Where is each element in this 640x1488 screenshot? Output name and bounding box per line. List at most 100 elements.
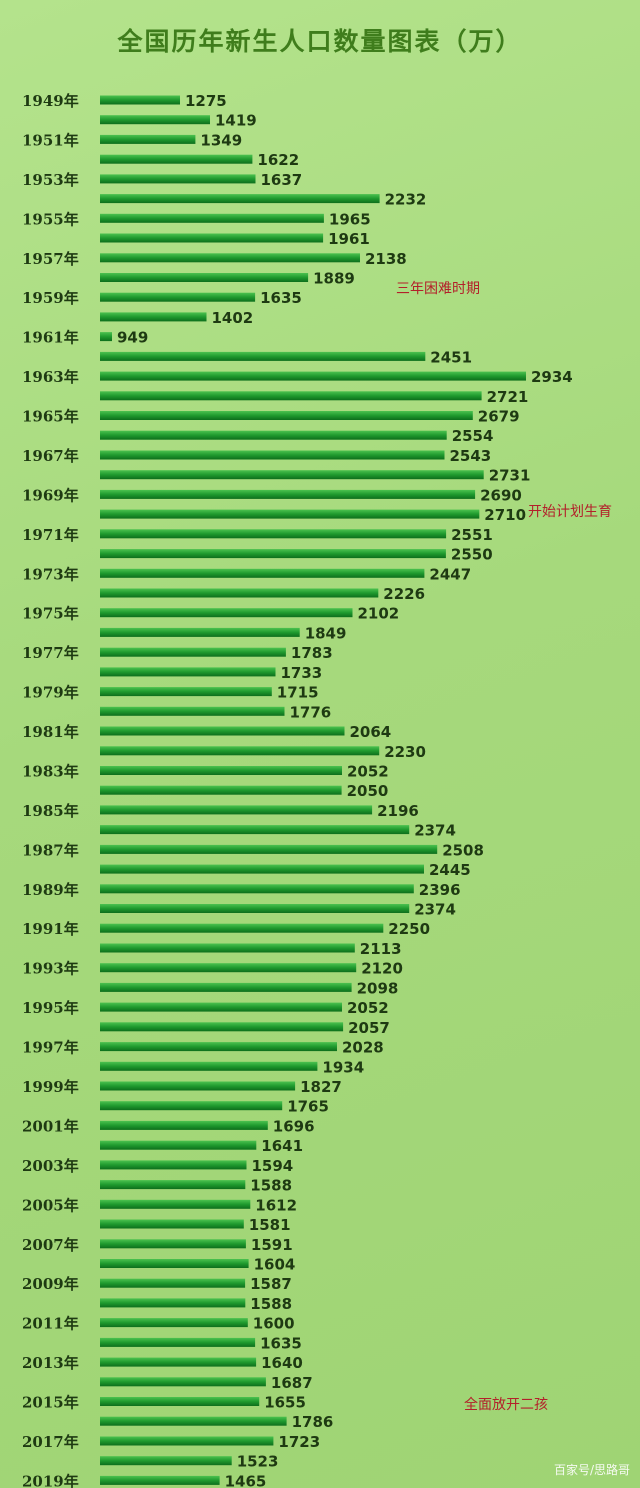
bar-1961年	[100, 332, 112, 342]
value-label-1950年: 1419	[215, 112, 257, 130]
value-label-2014年: 1687	[271, 1374, 313, 1392]
value-label-2018年: 1523	[237, 1453, 279, 1471]
value-label-1981年: 2064	[350, 723, 392, 741]
category-label-2009年: 2009年	[22, 1275, 79, 1293]
value-label-2003年: 1594	[252, 1157, 294, 1175]
value-label-1999年: 1827	[300, 1078, 342, 1096]
bar-1960年	[100, 312, 207, 322]
bar-1969年	[100, 489, 476, 499]
value-label-1982年: 2230	[384, 743, 426, 761]
value-label-1987年: 2508	[442, 841, 484, 859]
value-label-1964年: 2721	[487, 388, 529, 406]
value-label-1994年: 2098	[357, 979, 399, 997]
value-label-1973年: 2447	[429, 565, 471, 583]
bar-1962年	[100, 351, 426, 361]
value-label-1974年: 2226	[383, 585, 425, 603]
bar-1981年	[100, 726, 345, 736]
bar-1967年	[100, 450, 445, 460]
category-label-1961年: 1961年	[22, 329, 79, 347]
category-label-1949年: 1949年	[22, 92, 79, 110]
category-label-1989年: 1989年	[22, 881, 79, 899]
bar-1951年	[100, 134, 196, 144]
bar-1975年	[100, 608, 353, 618]
bar-2003年	[100, 1160, 247, 1170]
bar-1978年	[100, 667, 276, 677]
bar-1992年	[100, 943, 355, 953]
bar-1971年	[100, 529, 447, 539]
bar-2002年	[100, 1140, 257, 1150]
value-label-1990年: 2374	[414, 901, 456, 919]
bar-1984年	[100, 785, 342, 795]
bar-1993年	[100, 963, 357, 973]
category-label-1975年: 1975年	[22, 605, 79, 623]
bar-2014年	[100, 1377, 266, 1387]
value-label-1988年: 2445	[429, 861, 471, 879]
value-label-1978年: 1733	[281, 664, 323, 682]
value-label-1985年: 2196	[377, 802, 419, 820]
value-label-1977年: 1783	[291, 644, 333, 662]
value-label-2002年: 1641	[261, 1137, 303, 1155]
value-label-1967年: 2543	[450, 447, 492, 465]
category-label-1999年: 1999年	[22, 1078, 79, 1096]
bar-1966年	[100, 430, 447, 440]
value-label-1963年: 2934	[531, 368, 573, 386]
value-label-1992年: 2113	[360, 940, 402, 958]
category-label-2001年: 2001年	[22, 1117, 79, 1135]
value-label-1993年: 2120	[361, 960, 403, 978]
annotation-famine: 三年困难时期	[396, 281, 480, 297]
watermark: 百家号/思路哥	[553, 1463, 630, 1477]
value-label-2016年: 1786	[292, 1413, 334, 1431]
value-label-1995年: 2052	[347, 999, 389, 1017]
value-label-1979年: 1715	[277, 684, 319, 702]
bar-1985年	[100, 805, 373, 815]
category-label-2011年: 2011年	[22, 1315, 79, 1333]
annotation-two-child: 全面放开二孩	[464, 1397, 548, 1413]
category-label-1969年: 1969年	[22, 486, 79, 504]
bar-1953年	[100, 174, 256, 184]
value-label-1972年: 2550	[451, 546, 493, 564]
category-label-1991年: 1991年	[22, 920, 79, 938]
category-label-1971年: 1971年	[22, 526, 79, 544]
value-label-1971年: 2551	[451, 526, 493, 544]
category-label-2017年: 2017年	[22, 1433, 79, 1451]
bar-1998年	[100, 1061, 318, 1071]
value-label-1980年: 1776	[290, 703, 332, 721]
value-label-1954年: 2232	[385, 191, 427, 209]
bar-1986年	[100, 825, 410, 835]
value-label-2013年: 1640	[261, 1354, 303, 1372]
value-label-1959年: 1635	[260, 289, 302, 307]
bar-2005年	[100, 1199, 251, 1209]
bar-1979年	[100, 687, 272, 697]
category-label-2015年: 2015年	[22, 1394, 79, 1412]
bar-1955年	[100, 213, 324, 223]
value-label-2015年: 1655	[264, 1394, 306, 1412]
value-label-1965年: 2679	[478, 408, 520, 426]
chart-title: 全国历年新生人口数量图表（万）	[117, 27, 523, 56]
category-label-1959年: 1959年	[22, 289, 79, 307]
bar-2016年	[100, 1416, 287, 1426]
category-label-1951年: 1951年	[22, 131, 79, 149]
value-label-1986年: 2374	[414, 822, 456, 840]
value-label-1970年: 2710	[484, 506, 526, 524]
value-label-1975年: 2102	[358, 605, 400, 623]
bar-1980年	[100, 706, 285, 716]
bar-2013年	[100, 1357, 257, 1367]
value-label-1958年: 1889	[313, 270, 355, 288]
bar-1963年	[100, 371, 526, 381]
value-label-1953年: 1637	[261, 171, 303, 189]
value-label-2019年: 1465	[225, 1472, 267, 1488]
category-label-1973年: 1973年	[22, 565, 79, 583]
bar-1989年	[100, 884, 414, 894]
value-label-1951年: 1349	[200, 131, 242, 149]
value-label-2012年: 1635	[260, 1334, 302, 1352]
bar-2010年	[100, 1298, 246, 1308]
category-label-2007年: 2007年	[22, 1236, 79, 1254]
bar-1970年	[100, 509, 480, 519]
bar-2019年	[100, 1475, 220, 1485]
bar-1991年	[100, 923, 384, 933]
bar-1990年	[100, 904, 410, 913]
category-label-1967年: 1967年	[22, 447, 79, 465]
value-label-2006年: 1581	[249, 1216, 291, 1234]
bar-1974年	[100, 588, 379, 598]
